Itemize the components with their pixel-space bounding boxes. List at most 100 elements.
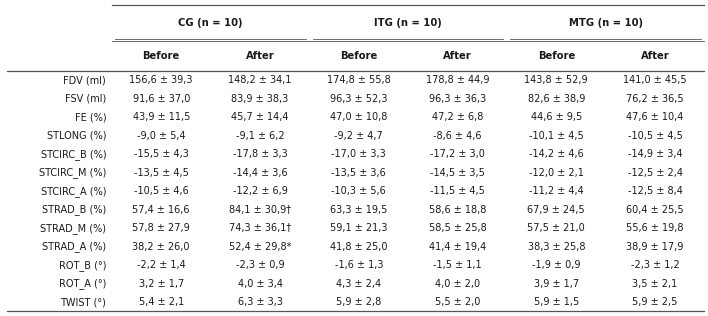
Text: 143,8 ± 52,9: 143,8 ± 52,9 [525,75,588,85]
Text: 5,9 ± 2,5: 5,9 ± 2,5 [632,297,678,307]
Text: After: After [641,51,670,61]
Text: 96,3 ± 36,3: 96,3 ± 36,3 [429,94,486,104]
Text: 178,8 ± 44,9: 178,8 ± 44,9 [426,75,489,85]
Text: 3,5 ± 2,1: 3,5 ± 2,1 [632,278,678,289]
Text: 82,6 ± 38,9: 82,6 ± 38,9 [527,94,585,104]
Text: -11,5 ± 4,5: -11,5 ± 4,5 [430,186,485,196]
Text: 5,4 ± 2,1: 5,4 ± 2,1 [139,297,184,307]
Text: STCIRC_A (%): STCIRC_A (%) [40,186,106,197]
Text: STRAD_A (%): STRAD_A (%) [42,241,106,252]
Text: -17,0 ± 3,3: -17,0 ± 3,3 [331,149,386,159]
Text: 59,1 ± 21,3: 59,1 ± 21,3 [330,223,387,233]
Text: 141,0 ± 45,5: 141,0 ± 45,5 [623,75,687,85]
Text: STCIRC_M (%): STCIRC_M (%) [39,167,106,178]
Text: 67,9 ± 24,5: 67,9 ± 24,5 [527,205,585,215]
Text: FE (%): FE (%) [74,112,106,122]
Text: 58,6 ± 18,8: 58,6 ± 18,8 [429,205,486,215]
Text: 6,3 ± 3,3: 6,3 ± 3,3 [237,297,282,307]
Text: Before: Before [340,51,377,61]
Text: 41,4 ± 19,4: 41,4 ± 19,4 [429,242,486,252]
Text: -17,8 ± 3,3: -17,8 ± 3,3 [233,149,287,159]
Text: 76,2 ± 36,5: 76,2 ± 36,5 [627,94,684,104]
Text: 44,6 ± 9,5: 44,6 ± 9,5 [531,112,582,122]
Text: -8,6 ± 4,6: -8,6 ± 4,6 [433,131,482,141]
Text: CG (n = 10): CG (n = 10) [178,18,243,28]
Text: After: After [246,51,275,61]
Text: -9,1 ± 6,2: -9,1 ± 6,2 [236,131,285,141]
Text: MTG (n = 10): MTG (n = 10) [569,18,643,28]
Text: 156,6 ± 39,3: 156,6 ± 39,3 [130,75,193,85]
Text: 84,1 ± 30,9†: 84,1 ± 30,9† [229,205,291,215]
Text: -13,5 ± 4,5: -13,5 ± 4,5 [134,168,189,178]
Text: -10,5 ± 4,6: -10,5 ± 4,6 [134,186,188,196]
Text: 47,0 ± 10,8: 47,0 ± 10,8 [330,112,387,122]
Text: 5,9 ± 1,5: 5,9 ± 1,5 [534,297,579,307]
Text: 63,3 ± 19,5: 63,3 ± 19,5 [330,205,387,215]
Text: 174,8 ± 55,8: 174,8 ± 55,8 [327,75,391,85]
Text: 52,4 ± 29,8*: 52,4 ± 29,8* [229,242,291,252]
Text: -15,5 ± 4,3: -15,5 ± 4,3 [134,149,189,159]
Text: 91,6 ± 37,0: 91,6 ± 37,0 [132,94,190,104]
Text: -2,3 ± 0,9: -2,3 ± 0,9 [236,260,285,270]
Text: STCIRC_B (%): STCIRC_B (%) [40,149,106,160]
Text: 41,8 ± 25,0: 41,8 ± 25,0 [330,242,387,252]
Text: -2,2 ± 1,4: -2,2 ± 1,4 [137,260,185,270]
Text: 96,3 ± 52,3: 96,3 ± 52,3 [330,94,387,104]
Text: -11,2 ± 4,4: -11,2 ± 4,4 [529,186,583,196]
Text: 60,4 ± 25,5: 60,4 ± 25,5 [627,205,684,215]
Text: 45,7 ± 14,4: 45,7 ± 14,4 [232,112,289,122]
Text: -12,5 ± 2,4: -12,5 ± 2,4 [627,168,683,178]
Text: -13,5 ± 3,6: -13,5 ± 3,6 [331,168,386,178]
Text: -9,2 ± 4,7: -9,2 ± 4,7 [334,131,383,141]
Text: 74,3 ± 36,1†: 74,3 ± 36,1† [229,223,291,233]
Text: -9,0 ± 5,4: -9,0 ± 5,4 [137,131,185,141]
Text: Before: Before [142,51,180,61]
Text: -10,3 ± 5,6: -10,3 ± 5,6 [331,186,386,196]
Text: 4,0 ± 2,0: 4,0 ± 2,0 [435,278,480,289]
Text: 4,3 ± 2,4: 4,3 ± 2,4 [336,278,382,289]
Text: 5,5 ± 2,0: 5,5 ± 2,0 [435,297,480,307]
Text: 38,3 ± 25,8: 38,3 ± 25,8 [527,242,585,252]
Text: 4,0 ± 3,4: 4,0 ± 3,4 [237,278,282,289]
Text: -17,2 ± 3,0: -17,2 ± 3,0 [430,149,485,159]
Text: ROT_B (°): ROT_B (°) [59,260,106,270]
Text: 47,6 ± 10,4: 47,6 ± 10,4 [627,112,684,122]
Text: After: After [443,51,472,61]
Text: Before: Before [537,51,575,61]
Text: -14,5 ± 3,5: -14,5 ± 3,5 [430,168,485,178]
Text: -1,9 ± 0,9: -1,9 ± 0,9 [532,260,581,270]
Text: -1,5 ± 1,1: -1,5 ± 1,1 [433,260,482,270]
Text: 57,4 ± 16,6: 57,4 ± 16,6 [132,205,190,215]
Text: -12,0 ± 2,1: -12,0 ± 2,1 [529,168,584,178]
Text: 58,5 ± 25,8: 58,5 ± 25,8 [428,223,486,233]
Text: FDV (ml): FDV (ml) [64,75,106,85]
Text: -10,1 ± 4,5: -10,1 ± 4,5 [529,131,583,141]
Text: -12,2 ± 6,9: -12,2 ± 6,9 [232,186,287,196]
Text: ITG (n = 10): ITG (n = 10) [375,18,442,28]
Text: 5,9 ± 2,8: 5,9 ± 2,8 [336,297,382,307]
Text: -12,5 ± 8,4: -12,5 ± 8,4 [627,186,683,196]
Text: 83,9 ± 38,3: 83,9 ± 38,3 [232,94,289,104]
Text: -1,6 ± 1,3: -1,6 ± 1,3 [334,260,383,270]
Text: -14,2 ± 4,6: -14,2 ± 4,6 [529,149,583,159]
Text: 38,9 ± 17,9: 38,9 ± 17,9 [627,242,684,252]
Text: -10,5 ± 4,5: -10,5 ± 4,5 [627,131,683,141]
Text: 43,9 ± 11,5: 43,9 ± 11,5 [132,112,190,122]
Text: STRAD_B (%): STRAD_B (%) [42,204,106,215]
Text: 57,8 ± 27,9: 57,8 ± 27,9 [132,223,190,233]
Text: -14,9 ± 3,4: -14,9 ± 3,4 [628,149,683,159]
Text: 148,2 ± 34,1: 148,2 ± 34,1 [228,75,292,85]
Text: 47,2 ± 6,8: 47,2 ± 6,8 [432,112,484,122]
Text: FSV (ml): FSV (ml) [65,94,106,104]
Text: 38,2 ± 26,0: 38,2 ± 26,0 [132,242,190,252]
Text: 3,9 ± 1,7: 3,9 ± 1,7 [534,278,579,289]
Text: 57,5 ± 21,0: 57,5 ± 21,0 [527,223,586,233]
Text: STRAD_M (%): STRAD_M (%) [40,223,106,234]
Text: -2,3 ± 1,2: -2,3 ± 1,2 [631,260,680,270]
Text: STLONG (%): STLONG (%) [47,131,106,141]
Text: TWIST (°): TWIST (°) [60,297,106,307]
Text: -14,4 ± 3,6: -14,4 ± 3,6 [233,168,287,178]
Text: 3,2 ± 1,7: 3,2 ± 1,7 [139,278,184,289]
Text: ROT_A (°): ROT_A (°) [59,278,106,289]
Text: 55,6 ± 19,8: 55,6 ± 19,8 [627,223,684,233]
